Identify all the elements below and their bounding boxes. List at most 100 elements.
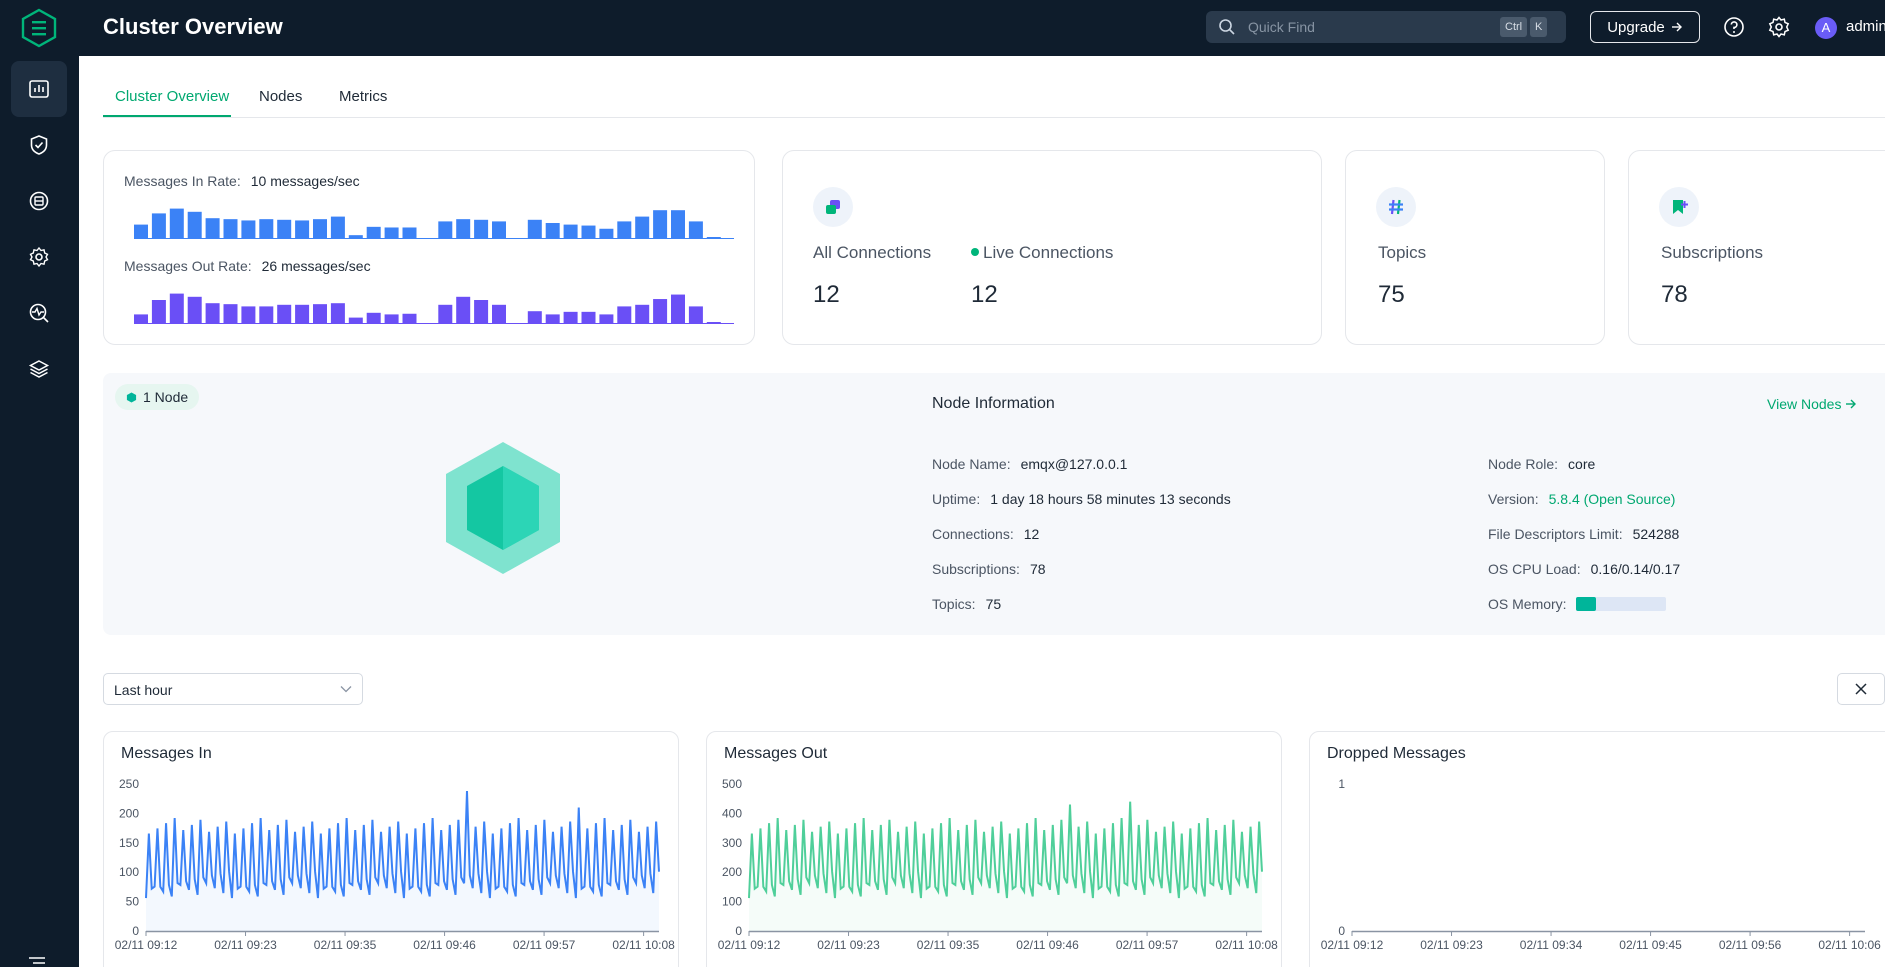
messages-out-rate-bar: [313, 304, 327, 324]
messages-out-rate-bar: [671, 294, 685, 324]
sidebar-item-integration[interactable]: [11, 173, 67, 229]
dropped-messages-chart[interactable]: 0 1 02/11 09:12 02/11 09:23 02/11 09:34 02/11…: [1310, 732, 1885, 967]
messages-in-rate-bar: [527, 219, 542, 239]
os-memory-label: OS Memory:: [1488, 596, 1567, 612]
node-name-row: Node Name: emqx@127.0.0.1: [932, 456, 1127, 472]
messages-out-rate-bar: [635, 304, 650, 324]
messages-out-rate-bar: [492, 304, 506, 324]
messages-out-rate-bar: [134, 314, 148, 324]
layers-icon: [28, 360, 50, 378]
messages-in-rate-bar: [295, 220, 310, 239]
messages-in-rate-bar: [438, 221, 453, 239]
quick-find-search[interactable]: Ctrl K: [1206, 11, 1566, 43]
sidebar-item-management[interactable]: [11, 229, 67, 285]
live-connections-value: 12: [971, 281, 998, 308]
topics-value: 75: [1378, 281, 1405, 308]
view-nodes-link[interactable]: View Nodes: [1767, 396, 1857, 412]
emqx-logo-icon[interactable]: [20, 8, 58, 48]
shortcut-k-key: K: [1530, 17, 1548, 37]
help-icon[interactable]: [1723, 16, 1745, 38]
messages-in-rate-bar: [259, 219, 274, 239]
x-tick-label: 02/11 09:35: [917, 938, 980, 952]
search-input[interactable]: [1248, 17, 1488, 37]
messages-in-rate-bar: [169, 208, 184, 239]
node-connections-row: Connections: 12: [932, 526, 1039, 542]
cpu-load-row: OS CPU Load: 0.16/0.14/0.17: [1488, 561, 1680, 577]
sidebar-item-diagnose[interactable]: [11, 285, 67, 341]
messages-out-rate-value: 26 messages/sec: [261, 258, 371, 274]
version-row: Version: 5.8.4 (Open Source): [1488, 491, 1675, 507]
series-line: [748, 801, 1263, 899]
shortcut-ctrl-key: Ctrl: [1500, 17, 1528, 37]
settings-gear-icon[interactable]: [1768, 16, 1790, 38]
messages-in-rate-bar: [223, 219, 238, 239]
messages-out-rate-bar: [348, 317, 363, 324]
management-gear-icon: [29, 246, 49, 268]
messages-out-rate-bar: [277, 304, 292, 324]
arrow-right-icon: [1671, 22, 1682, 32]
messages-out-rate-bar: [169, 293, 184, 324]
dashboard-icon: [29, 80, 49, 98]
version-label: Version:: [1488, 491, 1539, 507]
node-role-value: core: [1568, 456, 1596, 472]
messages-in-rate-bar: [581, 225, 596, 239]
node-connections-value: 12: [1023, 526, 1040, 542]
node-subscriptions-row: Subscriptions: 78: [932, 561, 1046, 577]
uptime-label: Uptime:: [932, 491, 981, 507]
x-tick-label: 02/11 10:08: [1215, 938, 1278, 952]
messages-in-rate-bar: [241, 220, 256, 239]
tab-cluster-overview[interactable]: Cluster Overview: [115, 88, 230, 105]
node-hexagon-icon: [126, 392, 137, 403]
connections-card: All Connections 12 Live Connections 12: [782, 150, 1322, 345]
tab-metrics[interactable]: Metrics: [339, 88, 388, 105]
messages-out-rate-bar: [617, 306, 632, 324]
upgrade-button[interactable]: Upgrade: [1590, 11, 1700, 43]
messages-out-chart[interactable]: 0 100 200 300 400 500 02/11 09:12 02/11 09:23 02…: [707, 732, 1283, 967]
messages-in-chart[interactable]: 0 50 100 150 200 250 02/11 09:12 02/11 09:23 02/…: [104, 732, 680, 967]
messages-in-rate-bar: [402, 227, 417, 239]
messages-out-rate-bar: [402, 313, 417, 324]
collapse-sidebar-icon[interactable]: [27, 955, 47, 967]
sidebar-item-access-control[interactable]: [11, 117, 67, 173]
messages-out-rate-bar: [438, 304, 453, 324]
node-topics-row: Topics: 75: [932, 596, 1001, 612]
x-tick-label: 02/11 09:56: [1719, 938, 1782, 952]
messages-out-chart-title: Messages Out: [724, 745, 828, 762]
sidebar-item-dashboard[interactable]: [11, 61, 67, 117]
fd-limit-label: File Descriptors Limit:: [1488, 526, 1623, 542]
data-integration-icon: [29, 191, 49, 211]
node-hexagon-graphic[interactable]: [443, 440, 563, 576]
uptime-row: Uptime: 1 day 18 hours 58 minutes 13 seco…: [932, 491, 1231, 507]
messages-in-rate-value: 10 messages/sec: [250, 173, 360, 189]
active-tab-indicator: [103, 115, 231, 117]
x-tick-label: 02/11 09:12: [115, 938, 178, 952]
messages-in-rate-bar: [492, 221, 506, 239]
sidebar-item-layers[interactable]: [11, 341, 67, 397]
topics-label: Topics: [1378, 243, 1427, 262]
y-tick-label: 200: [722, 865, 742, 879]
messages-in-chart-card: Messages In 0 50 100 150 200 250 02/11 09:12 02…: [103, 731, 679, 967]
user-name[interactable]: admin: [1846, 18, 1885, 35]
messages-in-rate-bar: [313, 219, 327, 239]
messages-in-rate-bar: [456, 219, 471, 239]
messages-in-rate-bar: [635, 216, 650, 239]
close-charts-button[interactable]: [1837, 673, 1885, 705]
messages-in-rate-bars: [134, 208, 734, 239]
messages-out-rate-label: Messages Out Rate:: [124, 258, 252, 274]
messages-in-rate-bar: [205, 218, 220, 239]
x-tick-label: 02/11 09:23: [214, 938, 277, 952]
tab-nodes[interactable]: Nodes: [259, 88, 303, 105]
close-icon: [1855, 683, 1867, 695]
x-tick-label: 02/11 09:23: [817, 938, 880, 952]
subscriptions-card: Subscriptions 78: [1628, 150, 1885, 345]
node-subscriptions-value: 78: [1029, 561, 1046, 577]
messages-in-rate-bar: [366, 226, 381, 239]
messages-out-rate-bar: [545, 314, 560, 324]
x-tick-label: 02/11 09:57: [513, 938, 576, 952]
messages-in-rate-bar: [671, 210, 685, 239]
series-area: [749, 801, 1262, 931]
avatar[interactable]: A: [1815, 17, 1837, 39]
chevron-down-icon: [340, 686, 352, 693]
time-range-select[interactable]: Last hour: [103, 673, 363, 705]
sidebar: [0, 56, 79, 967]
